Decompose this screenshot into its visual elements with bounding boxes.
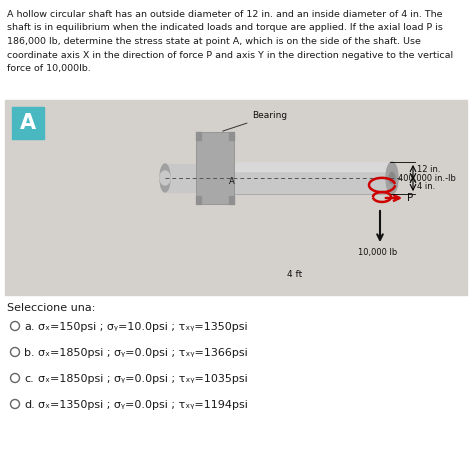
Text: σₓ=150psi ; σᵧ=10.0psi ; τₓᵧ=1350psi: σₓ=150psi ; σᵧ=10.0psi ; τₓᵧ=1350psi (38, 322, 247, 332)
Bar (165, 164, 216, 192)
Circle shape (10, 347, 19, 357)
Bar (196, 132, 201, 140)
Bar (12, 107, 44, 139)
Text: c.: c. (24, 374, 34, 384)
Text: P: P (407, 193, 413, 203)
Text: b.: b. (24, 348, 35, 358)
Text: 10,000 lb: 10,000 lb (358, 248, 398, 257)
Ellipse shape (160, 171, 170, 185)
Ellipse shape (386, 162, 398, 194)
Text: 4 ft: 4 ft (287, 270, 302, 279)
Ellipse shape (389, 173, 395, 184)
Text: shaft is in equilibrium when the indicated loads and torque are applied. If the : shaft is in equilibrium when the indicat… (7, 23, 443, 33)
Bar (196, 132, 234, 204)
Bar (229, 196, 234, 204)
Bar (5, 100, 467, 295)
Bar (216, 162, 392, 194)
Bar (229, 132, 234, 140)
Text: Bearing: Bearing (223, 111, 288, 131)
Bar (216, 162, 392, 171)
Ellipse shape (160, 164, 170, 192)
Text: 186,000 lb, determine the stress state at point A, which is on the side of the s: 186,000 lb, determine the stress state a… (7, 37, 421, 46)
Text: 400,000 in.-lb: 400,000 in.-lb (398, 174, 456, 184)
Text: A hollow circular shaft has an outside diameter of 12 in. and an inside diameter: A hollow circular shaft has an outside d… (7, 10, 443, 19)
Circle shape (10, 399, 19, 409)
Text: d.: d. (24, 400, 35, 410)
Text: 12 in.: 12 in. (417, 165, 440, 174)
Text: coordinate axis X in the direction of force P and axis Y in the direction negati: coordinate axis X in the direction of fo… (7, 50, 453, 60)
Text: A: A (20, 113, 36, 133)
Circle shape (10, 374, 19, 382)
Text: σₓ=1350psi ; σᵧ=0.0psi ; τₓᵧ=1194psi: σₓ=1350psi ; σᵧ=0.0psi ; τₓᵧ=1194psi (38, 400, 248, 410)
Text: a.: a. (24, 322, 35, 332)
Text: A: A (229, 177, 235, 185)
Circle shape (10, 321, 19, 330)
Text: force of 10,000lb.: force of 10,000lb. (7, 64, 91, 73)
Bar (196, 196, 201, 204)
Text: σₓ=1850psi ; σᵧ=0.0psi ; τₓᵧ=1366psi: σₓ=1850psi ; σᵧ=0.0psi ; τₓᵧ=1366psi (38, 348, 248, 358)
Text: Seleccione una:: Seleccione una: (7, 303, 95, 313)
Text: 4 in.: 4 in. (417, 182, 435, 191)
Text: σₓ=1850psi ; σᵧ=0.0psi ; τₓᵧ=1035psi: σₓ=1850psi ; σᵧ=0.0psi ; τₓᵧ=1035psi (38, 374, 248, 384)
